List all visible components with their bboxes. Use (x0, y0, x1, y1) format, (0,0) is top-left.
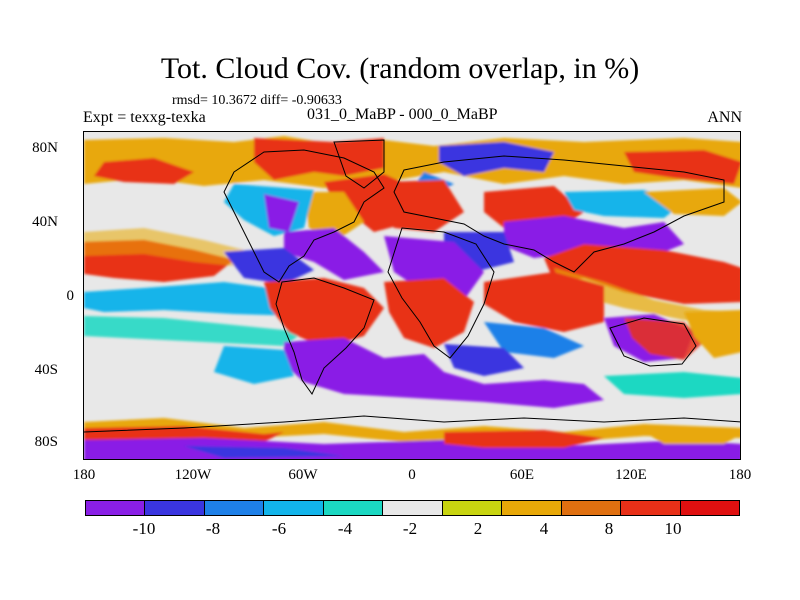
colorbar-label: -10 (132, 519, 156, 538)
colorbar (85, 500, 740, 516)
colorbar-swatch (145, 501, 205, 515)
colorbar-label: -2 (402, 519, 418, 538)
field-patch (94, 158, 194, 184)
field-patch (644, 428, 740, 444)
colorbar-label: -4 (337, 519, 353, 538)
field-patch (684, 310, 740, 358)
field-patch (284, 228, 384, 280)
colorbar-swatch (680, 501, 739, 515)
colorbar-label: -6 (271, 519, 287, 538)
colorbar-swatch (86, 501, 146, 515)
season-label: ANN (707, 109, 742, 126)
field-patch (224, 248, 314, 284)
field-patch (214, 346, 294, 384)
field-patch (444, 430, 604, 448)
colorbar-swatch (323, 501, 384, 515)
x-tick-label: 180 (72, 467, 96, 483)
field-patch (444, 344, 524, 376)
colorbar-swatch (621, 501, 681, 515)
field-patch (264, 194, 299, 232)
field-patch (624, 150, 740, 184)
colorbar-label: 10 (664, 519, 682, 538)
colorbar-swatch (264, 501, 324, 515)
coastline-greenland (333, 139, 385, 189)
x-tick-label: 120W (174, 467, 212, 483)
coastline-australia (609, 317, 697, 367)
plot-title: Tot. Cloud Cov. (random overlap, in %) (160, 52, 640, 85)
coastline-north-america (223, 149, 385, 283)
field-patch (84, 228, 244, 266)
field-patch (604, 372, 740, 398)
experiment-label: Expt = texxg-texka (83, 109, 206, 126)
field-patch (644, 188, 740, 216)
x-tick-label: 60E (509, 467, 535, 483)
period-label: 031_0_MaBP - 000_0_MaBP (307, 106, 498, 123)
coastline-africa (387, 227, 495, 359)
y-tick-label: 80S (34, 434, 58, 450)
field-patch (264, 278, 384, 348)
field-patch (384, 278, 474, 348)
y-tick-label: 40N (32, 214, 58, 230)
field-patch (384, 180, 464, 232)
coastline-south-america (275, 277, 375, 395)
colorbar-swatch (561, 501, 622, 515)
field-patch (184, 446, 344, 458)
y-tick-label: 40S (34, 362, 58, 378)
x-tick-label: 60W (288, 467, 318, 483)
field-patch (624, 318, 704, 360)
x-tick-label: 0 (408, 467, 416, 483)
cloud-cover-difference-map (84, 132, 740, 459)
colorbar-label: 4 (539, 519, 549, 538)
map-plot-area (83, 131, 741, 460)
colorbar-swatch (383, 501, 443, 515)
field-patch (384, 236, 484, 300)
field-patch (84, 316, 304, 346)
field-patch (254, 138, 384, 180)
field-patch (439, 142, 554, 176)
colorbar-label: 8 (604, 519, 614, 538)
continent-coastlines (84, 139, 740, 433)
field-patch (284, 338, 604, 408)
field-patch (544, 244, 740, 304)
coastline-eurasia (393, 155, 725, 273)
field-patch (484, 322, 584, 358)
colorbar-swatch (442, 501, 503, 515)
colorbar-swatch (204, 501, 265, 515)
y-tick-label: 80N (32, 140, 58, 156)
x-tick-label: 120E (615, 467, 647, 483)
colorbar-label: -8 (205, 519, 221, 538)
field-patch (484, 272, 604, 332)
coastline-antarctica (84, 415, 740, 433)
field-patch (554, 268, 740, 322)
colorbar-label: 2 (473, 519, 483, 538)
x-tick-label: 180 (728, 467, 752, 483)
colorbar-swatch (502, 501, 562, 515)
y-tick-label: 0 (66, 288, 75, 304)
rmsd-diff-stats: rmsd= 10.3672 diff= -0.90633 (172, 93, 342, 108)
field-patch (84, 136, 740, 188)
